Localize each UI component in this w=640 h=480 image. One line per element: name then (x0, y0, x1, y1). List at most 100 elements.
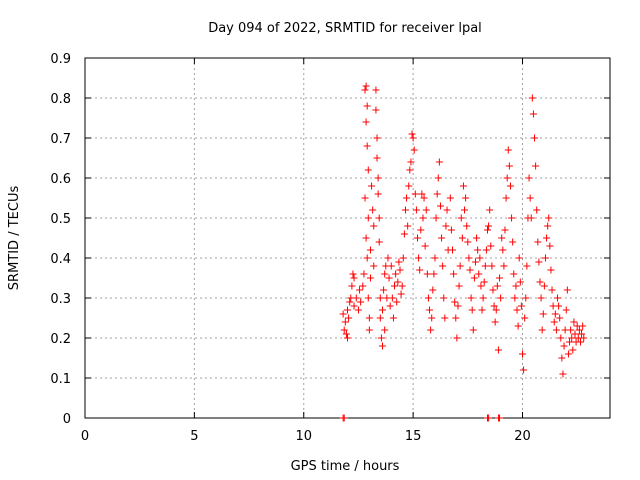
data-point (441, 314, 449, 322)
data-point (526, 194, 534, 202)
data-point (412, 206, 420, 214)
data-point (393, 298, 401, 306)
data-point (484, 226, 491, 234)
data-point (540, 282, 548, 290)
data-point (349, 270, 357, 278)
data-point (376, 314, 384, 322)
data-point (487, 242, 495, 250)
data-point (447, 226, 455, 234)
data-point (418, 190, 426, 198)
data-point (432, 214, 440, 222)
data-point (480, 278, 488, 286)
data-point (438, 234, 446, 242)
data-point (379, 342, 386, 350)
data-point (398, 282, 406, 290)
data-point (569, 346, 577, 354)
y-tick-label: 0.6 (50, 172, 71, 187)
data-point (485, 414, 493, 422)
data-point (424, 294, 432, 302)
data-point (344, 334, 351, 342)
data-point (431, 254, 439, 262)
data-point (396, 266, 404, 274)
data-point (451, 298, 459, 306)
data-point (506, 182, 514, 190)
data-point (403, 194, 411, 202)
data-point (400, 230, 408, 238)
plot-frame (84, 57, 611, 419)
data-point (459, 182, 467, 190)
data-point (423, 270, 431, 278)
data-point (466, 266, 474, 274)
data-point (538, 326, 546, 334)
data-point (440, 294, 448, 302)
data-point (399, 254, 407, 262)
data-point (505, 162, 513, 170)
x-tick-label: 5 (190, 429, 198, 444)
y-tick-label: 0.1 (50, 372, 71, 387)
data-point (516, 278, 524, 286)
data-point (490, 302, 498, 310)
data-point (411, 190, 419, 198)
data-point (442, 222, 450, 230)
data-point (517, 302, 525, 310)
data-point (477, 282, 485, 290)
y-tick-label: 0 (63, 412, 71, 427)
data-point (544, 222, 552, 230)
data-point (511, 294, 519, 302)
data-point (395, 258, 403, 266)
data-point (521, 314, 529, 322)
data-point (373, 154, 381, 162)
data-point (556, 314, 564, 322)
data-point (578, 330, 586, 338)
data-point (504, 146, 512, 154)
data-point (575, 326, 583, 334)
data-point (557, 334, 565, 342)
data-point (562, 306, 570, 314)
data-point (579, 322, 587, 330)
data-point (429, 286, 437, 294)
data-point (548, 286, 556, 294)
data-point (512, 282, 520, 290)
data-point (452, 314, 460, 322)
data-point (563, 286, 571, 294)
data-point (536, 278, 544, 286)
data-point (363, 254, 371, 262)
data-point (430, 270, 438, 278)
data-point (339, 310, 347, 318)
data-point (539, 310, 547, 318)
data-point (558, 354, 566, 362)
data-point (493, 282, 501, 290)
data-point (580, 334, 588, 342)
data-point (366, 246, 374, 254)
data-point (369, 206, 377, 214)
data-point (510, 270, 518, 278)
data-point (375, 214, 383, 222)
data-point (365, 326, 373, 334)
data-point (404, 222, 412, 230)
data-points (339, 82, 588, 422)
data-point (503, 174, 511, 182)
data-point (401, 206, 409, 214)
data-point (434, 174, 442, 182)
data-point (426, 306, 434, 314)
data-point (529, 110, 537, 118)
data-point (420, 194, 428, 202)
data-point (428, 314, 436, 322)
data-point (499, 246, 507, 254)
data-point (491, 318, 499, 326)
data-point (551, 310, 559, 318)
data-point (376, 294, 384, 302)
x-tick-label: 0 (81, 429, 89, 444)
data-point (379, 306, 386, 314)
data-point (481, 262, 489, 270)
data-point (488, 262, 496, 270)
data-point (458, 234, 466, 242)
data-point (387, 262, 395, 270)
data-point (471, 258, 479, 266)
data-point (555, 302, 563, 310)
chart-title: Day 094 of 2022, SRMTID for receiver lpa… (208, 21, 482, 36)
data-point (449, 246, 456, 254)
y-tick-label: 0.8 (50, 92, 71, 107)
data-point (364, 214, 372, 222)
